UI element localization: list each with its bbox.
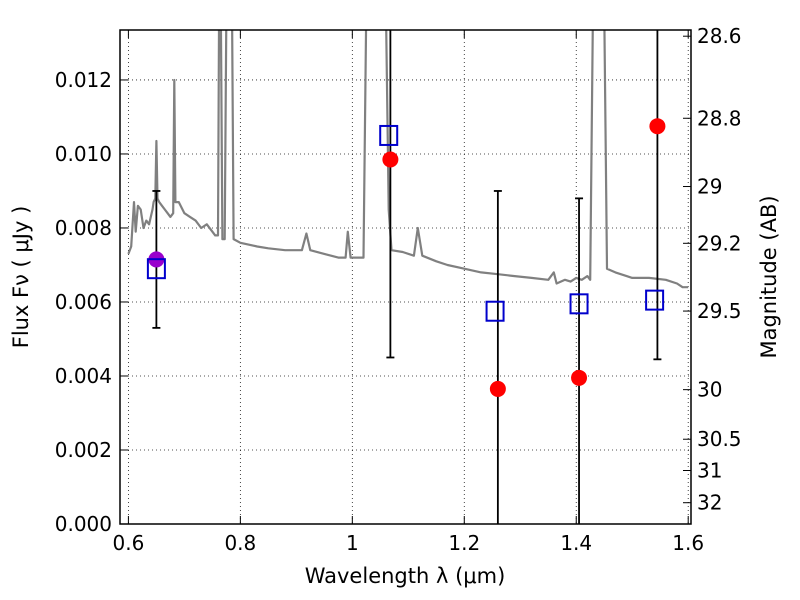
y2-tick-label: 31 bbox=[697, 459, 722, 483]
model-spectrum-line bbox=[127, 30, 689, 289]
synthetic-flux-marker bbox=[645, 289, 665, 311]
observed-flux-point bbox=[382, 151, 399, 168]
y2-tick-label: 28.8 bbox=[697, 106, 742, 130]
x-tick-label: 1.2 bbox=[448, 531, 480, 555]
observed-flux-point bbox=[571, 369, 588, 386]
synthetic-flux-marker bbox=[485, 300, 505, 322]
plot-frame bbox=[119, 29, 692, 525]
x-tick-label: 0.8 bbox=[224, 531, 256, 555]
y-tick-label: 0.008 bbox=[55, 216, 112, 240]
y2-tick-label: 28.6 bbox=[697, 24, 742, 48]
y2-tick-label: 29.5 bbox=[697, 299, 742, 323]
x-tick-label: 1.4 bbox=[560, 531, 592, 555]
y-tick-label: 0.010 bbox=[55, 142, 112, 166]
y2-axis-label: Magnitude (AB) bbox=[757, 195, 781, 358]
y-tick-label: 0.004 bbox=[55, 364, 112, 388]
y2-tick-label: 29.2 bbox=[697, 231, 742, 255]
observed-flux-point bbox=[649, 118, 666, 135]
synthetic-flux-marker bbox=[569, 293, 589, 315]
y2-tick-label: 32 bbox=[697, 491, 722, 515]
x-tick-label: 1 bbox=[346, 531, 359, 555]
y2-tick-label: 30 bbox=[697, 378, 722, 402]
y-axis-label: Flux Fν ( μJy ) bbox=[9, 206, 33, 349]
y2-tick-label: 30.5 bbox=[697, 427, 742, 451]
observed-flux-point bbox=[489, 380, 506, 397]
y2-tick-label: 29 bbox=[697, 175, 722, 199]
x-axis-label: Wavelength λ (μm) bbox=[305, 564, 506, 588]
y-tick-label: 0.000 bbox=[55, 512, 112, 536]
x-tick-label: 1.6 bbox=[672, 531, 704, 555]
synthetic-flux-marker bbox=[146, 258, 166, 280]
y-tick-label: 0.002 bbox=[55, 438, 112, 462]
synthetic-flux-marker bbox=[379, 124, 399, 146]
y-tick-label: 0.006 bbox=[55, 290, 112, 314]
y-tick-label: 0.012 bbox=[55, 68, 112, 92]
x-tick-label: 0.6 bbox=[112, 531, 144, 555]
